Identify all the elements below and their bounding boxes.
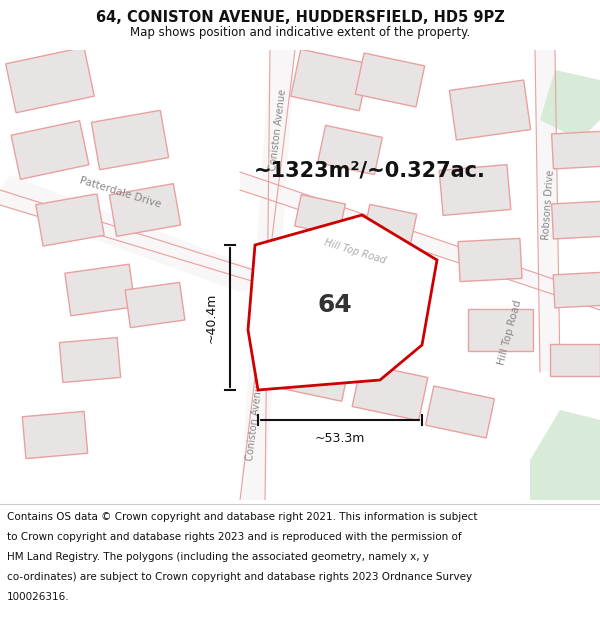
Polygon shape [240,50,295,500]
Text: Coniston Avenue: Coniston Avenue [245,379,265,461]
Polygon shape [22,411,88,459]
Polygon shape [439,164,511,216]
Text: 100026316.: 100026316. [7,591,70,601]
Polygon shape [291,49,369,111]
Polygon shape [425,386,494,438]
Polygon shape [551,201,600,239]
Text: Hill Top Road: Hill Top Road [323,238,387,266]
Polygon shape [551,131,600,169]
Text: co-ordinates) are subject to Crown copyright and database rights 2023 Ordnance S: co-ordinates) are subject to Crown copyr… [7,572,472,582]
Polygon shape [240,172,600,310]
Text: Coniston Avenue: Coniston Avenue [268,89,288,171]
Text: Robsons Drive: Robsons Drive [541,169,556,241]
Polygon shape [352,363,428,421]
Polygon shape [550,344,600,376]
Text: 64: 64 [317,293,352,317]
Polygon shape [91,110,169,170]
Polygon shape [0,175,265,292]
Text: Contains OS data © Crown copyright and database right 2021. This information is : Contains OS data © Crown copyright and d… [7,512,478,522]
Polygon shape [530,410,600,500]
Polygon shape [553,272,600,308]
Polygon shape [467,309,533,351]
Polygon shape [36,194,104,246]
Text: HM Land Registry. The polygons (including the associated geometry, namely x, y: HM Land Registry. The polygons (includin… [7,552,429,562]
Text: ~1323m²/~0.327ac.: ~1323m²/~0.327ac. [254,160,486,180]
Polygon shape [355,53,425,107]
Text: Hill Top Road: Hill Top Road [497,299,523,366]
Polygon shape [540,70,600,140]
Polygon shape [248,215,437,390]
Polygon shape [268,339,352,401]
Text: ~53.3m: ~53.3m [315,432,365,445]
Polygon shape [363,204,417,246]
Polygon shape [65,264,135,316]
Text: ~40.4m: ~40.4m [205,292,218,342]
Text: 64, CONISTON AVENUE, HUDDERSFIELD, HD5 9PZ: 64, CONISTON AVENUE, HUDDERSFIELD, HD5 9… [95,10,505,25]
Text: to Crown copyright and database rights 2023 and is reproduced with the permissio: to Crown copyright and database rights 2… [7,532,462,542]
Polygon shape [59,338,121,382]
Polygon shape [535,50,560,372]
Polygon shape [125,282,185,328]
Polygon shape [458,238,522,282]
Text: Map shows position and indicative extent of the property.: Map shows position and indicative extent… [130,26,470,39]
Polygon shape [449,80,530,140]
Polygon shape [109,184,181,236]
Polygon shape [317,126,382,174]
Polygon shape [5,48,94,112]
Polygon shape [11,121,89,179]
Polygon shape [295,194,346,236]
Text: Patterdale Drive: Patterdale Drive [78,175,162,209]
